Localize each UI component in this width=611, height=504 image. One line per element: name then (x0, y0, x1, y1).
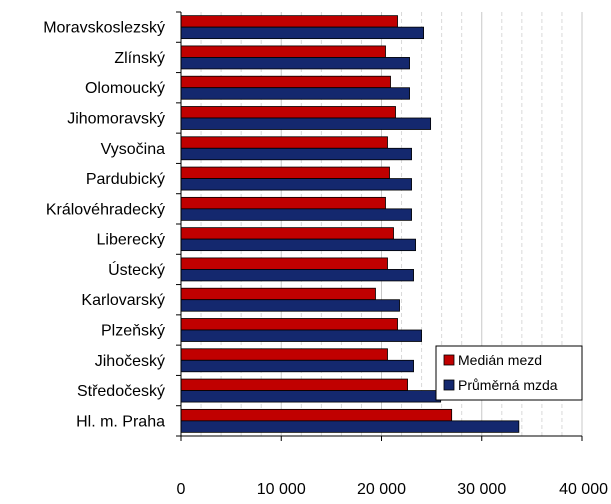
category-label: Ústecký (108, 260, 165, 279)
bar-median (180, 45, 386, 58)
bar-average (180, 178, 412, 191)
category-label: Jihomoravský (67, 111, 165, 128)
x-tick-label: 0 (177, 481, 186, 498)
legend-label-median: Medián mezd (458, 352, 542, 368)
bar-average (180, 238, 416, 252)
category-label: Hl. m. Praha (76, 413, 165, 430)
bar-average (180, 208, 412, 221)
x-tick-label: 30 000 (457, 481, 506, 498)
bar-average (180, 57, 410, 70)
bar-median (180, 75, 391, 89)
bar-average (180, 329, 423, 342)
bar-median (180, 15, 398, 28)
category-labels: Moravskoslezský Zlínský Olomoucký Jihomorav… (43, 20, 165, 431)
bar-average (180, 299, 400, 312)
x-tick-label: 20 000 (357, 481, 406, 498)
category-label: Jihočeský (95, 353, 165, 370)
category-label: Pardubický (86, 171, 165, 188)
bar-median (180, 378, 408, 391)
bar-median (180, 106, 396, 119)
bar-average (180, 87, 410, 100)
category-label: Zlínský (114, 50, 165, 67)
x-tick-label: 40 000 (559, 481, 608, 498)
category-label: Liberecký (97, 232, 165, 249)
category-label: Plzeňský (101, 323, 165, 340)
bar-median (180, 227, 394, 240)
legend-label-average: Průměrná mzda (458, 377, 558, 393)
x-tick-label: 10 000 (257, 481, 306, 498)
category-label: Královéhradecký (46, 201, 165, 218)
bars (176, 11, 520, 437)
bar-average (180, 26, 425, 40)
category-label: Karlovarský (81, 292, 165, 309)
bar-average (180, 420, 520, 433)
bar-median (180, 348, 388, 361)
legend-swatch-average (443, 379, 455, 391)
x-tick-labels: 0 10 000 20 000 30 000 40 000 (177, 436, 608, 498)
bar-median (180, 287, 376, 301)
bar-median (180, 136, 388, 149)
legend: Medián mezd Průměrná mzda (435, 345, 583, 401)
bar-average (180, 269, 414, 282)
legend-swatch-median (443, 354, 455, 366)
bar-average (180, 117, 432, 130)
category-label: Středočeský (77, 383, 165, 400)
bar-average (180, 359, 414, 373)
bar-average (180, 147, 412, 161)
bar-median (180, 196, 386, 210)
bar-median (180, 257, 388, 270)
bar-median (180, 318, 398, 331)
bar-median (180, 408, 453, 422)
category-label: Moravskoslezský (43, 20, 165, 37)
legend-box (435, 345, 583, 401)
bar-average (180, 390, 442, 403)
category-label: Olomoucký (85, 80, 165, 97)
bar-median (180, 166, 390, 179)
category-label: Vysočina (101, 141, 165, 158)
